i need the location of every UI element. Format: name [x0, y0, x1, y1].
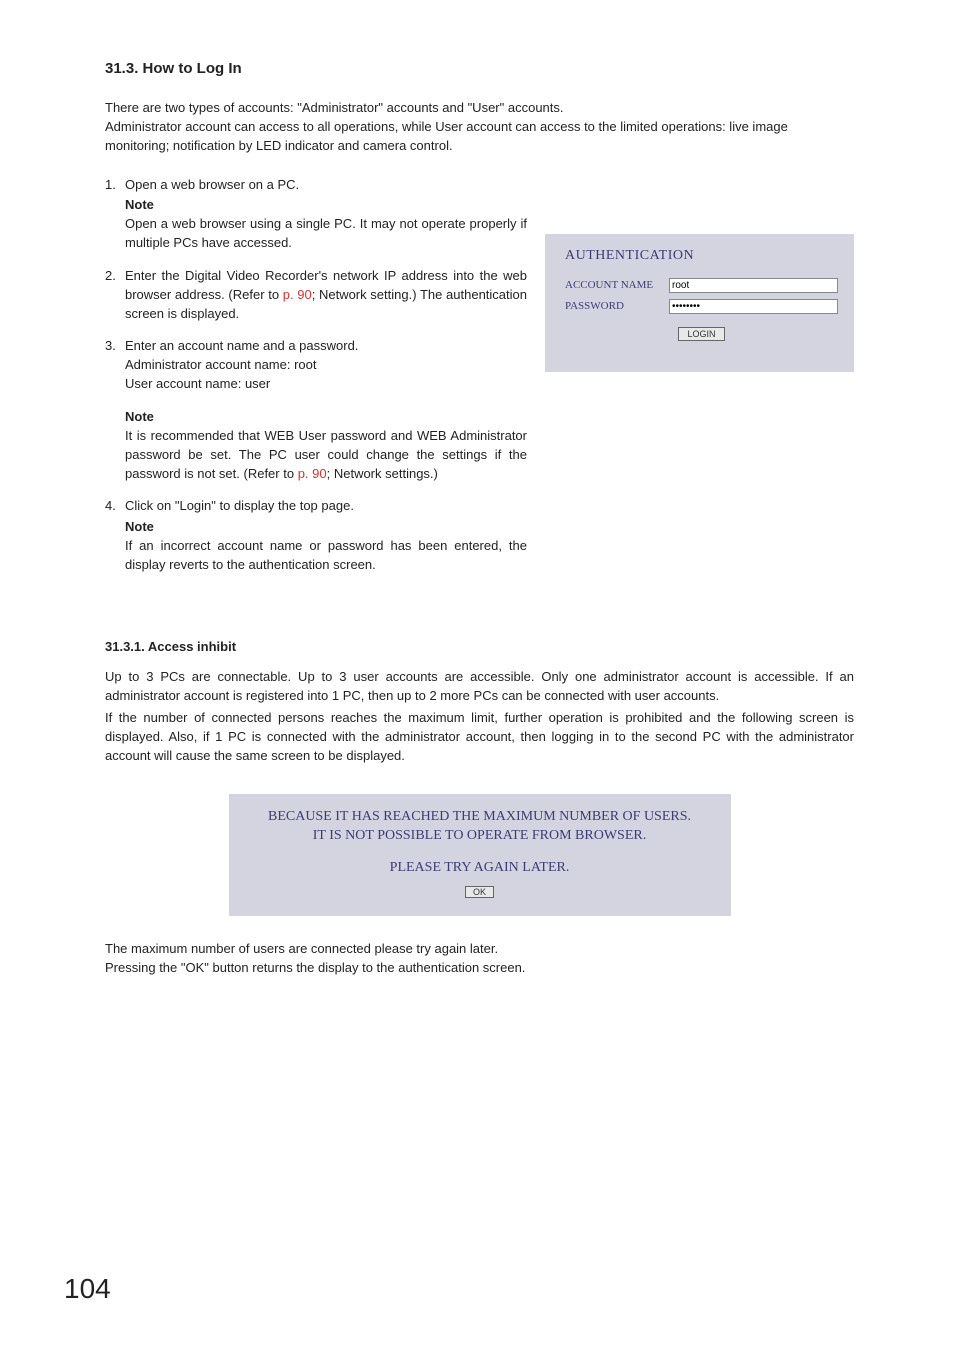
step-3-note-b: ; Network settings.) [327, 466, 438, 481]
closing-paragraph: The maximum number of users are connecte… [105, 940, 854, 978]
step-number: 4. [105, 497, 125, 574]
page-ref-link[interactable]: p. 90 [298, 466, 327, 481]
step-4: 4. Click on "Login" to display the top p… [105, 497, 527, 574]
step-3: 3. Enter an account name and a password.… [105, 337, 527, 394]
closing-line-2: Pressing the "OK" button returns the dis… [105, 960, 525, 975]
step-2: 2. Enter the Digital Video Recorder's ne… [105, 267, 527, 324]
page-ref-link[interactable]: p. 90 [283, 287, 312, 302]
max-msg-retry: PLEASE TRY AGAIN LATER. [243, 860, 717, 876]
max-msg-line1: BECAUSE IT HAS REACHED THE MAXIMUM NUMBE… [268, 809, 691, 824]
step-number: 2. [105, 267, 125, 324]
step-4-text: Click on "Login" to display the top page… [125, 497, 527, 516]
intro-line-2: Administrator account can access to all … [105, 119, 788, 153]
password-row: PASSWORD [565, 299, 838, 314]
access-inhibit-para-2: If the number of connected persons reach… [105, 709, 854, 766]
step-4-note: If an incorrect account name or password… [125, 537, 527, 575]
auth-panel-title: AUTHENTICATION [565, 248, 838, 264]
account-name-input[interactable] [669, 278, 838, 293]
password-input[interactable] [669, 299, 838, 314]
login-button[interactable]: LOGIN [678, 327, 724, 341]
note-label: Note [125, 408, 527, 427]
note-label: Note [125, 518, 527, 537]
step-number: 3. [105, 337, 125, 394]
max-users-panel: BECAUSE IT HAS REACHED THE MAXIMUM NUMBE… [229, 794, 731, 916]
subsection-title: 31.3.1. Access inhibit [105, 639, 854, 654]
intro-line-1: There are two types of accounts: "Admini… [105, 100, 564, 115]
access-inhibit-para-1: Up to 3 PCs are connectable. Up to 3 use… [105, 668, 854, 706]
step-3-note-block: Note It is recommended that WEB User pas… [125, 408, 527, 483]
steps-column: 1. Open a web browser on a PC. Note Open… [105, 176, 527, 589]
step-1-note: Open a web browser using a single PC. It… [125, 215, 527, 253]
account-name-label: ACCOUNT NAME [565, 279, 669, 291]
step-number: 1. [105, 176, 125, 253]
ok-button[interactable]: OK [465, 886, 494, 898]
step-3-sub2: User account name: user [125, 375, 527, 394]
step-1: 1. Open a web browser on a PC. Note Open… [105, 176, 527, 253]
step-1-text: Open a web browser on a PC. [125, 176, 527, 195]
closing-line-1: The maximum number of users are connecte… [105, 941, 498, 956]
section-title: 31.3. How to Log In [105, 60, 854, 77]
authentication-panel: AUTHENTICATION ACCOUNT NAME PASSWORD LOG… [545, 234, 854, 372]
intro-paragraph: There are two types of accounts: "Admini… [105, 99, 854, 156]
note-label: Note [125, 196, 527, 215]
page-number: 104 [64, 1273, 111, 1305]
step-3-text: Enter an account name and a password. [125, 337, 527, 356]
step-3-sub1: Administrator account name: root [125, 356, 527, 375]
max-msg-line2: IT IS NOT POSSIBLE TO OPERATE FROM BROWS… [313, 828, 646, 843]
password-label: PASSWORD [565, 300, 669, 312]
account-name-row: ACCOUNT NAME [565, 278, 838, 293]
